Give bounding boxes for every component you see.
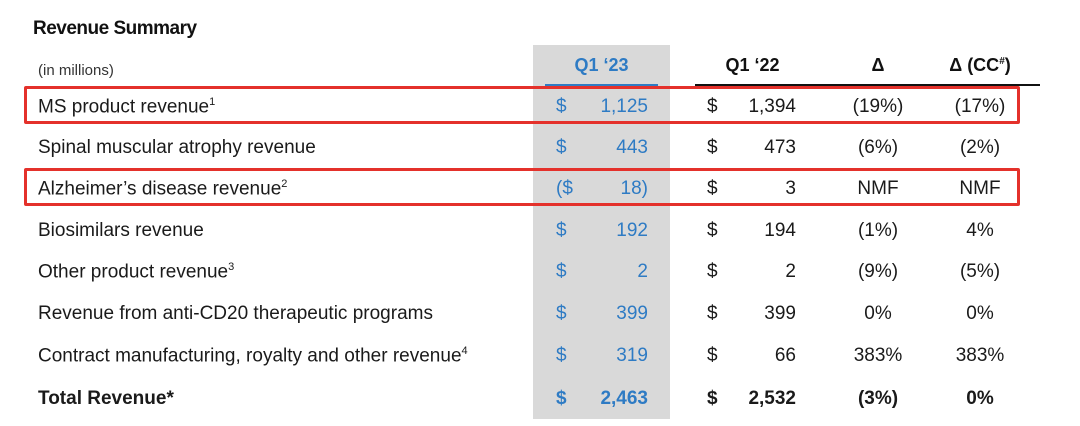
q1-22-currency: $: [707, 96, 718, 117]
table-row: Spinal muscular atrophy revenue $443 $473 (…: [0, 128, 1080, 168]
table-row: Biosimilars revenue $192 $194 (1%) 4%: [0, 211, 1080, 251]
delta-cc-value: NMF: [959, 178, 1001, 199]
column-header-q1-22: Q1 ‘22: [725, 55, 780, 75]
table-row: Other product revenue3 $2 $2 (9%) (5%): [0, 252, 1080, 292]
q1-22-currency: $: [707, 303, 718, 324]
highlight-box: [24, 86, 1020, 124]
table-row: Total Revenue* $2,463 $2,532 (3%) 0%: [0, 379, 1080, 419]
delta-cc-value: (17%): [954, 96, 1006, 117]
q1-23-value: 1,125: [600, 96, 648, 117]
q1-22-value: 399: [764, 303, 796, 324]
q1-23-currency: $: [556, 220, 567, 241]
row-label: Total Revenue*: [38, 388, 174, 410]
q1-22-value: 194: [764, 220, 796, 241]
row-label: Contract manufacturing, royalty and othe…: [38, 345, 468, 367]
delta-value: (3%): [857, 388, 899, 409]
delta-cc-value: 0%: [966, 388, 994, 409]
row-label: Spinal muscular atrophy revenue: [38, 137, 316, 159]
q1-23-column-band: [533, 45, 670, 419]
row-label: Biosimilars revenue: [38, 220, 204, 242]
delta-cc-value: 4%: [966, 220, 994, 241]
row-label: Alzheimer’s disease revenue2: [38, 178, 287, 200]
q1-23-currency: $: [556, 261, 567, 282]
highlight-box: [24, 168, 1020, 206]
delta-cc-value: 383%: [955, 345, 1005, 366]
delta-cc-text: Δ (CC: [949, 55, 1000, 75]
column-header-q1-23: Q1 ‘23: [574, 55, 629, 75]
row-label-text: Alzheimer’s disease revenue: [38, 178, 282, 200]
header-rule-q1-23: [545, 84, 658, 86]
q1-22-currency: $: [707, 178, 718, 199]
column-header-delta-cc: Δ (CC#): [935, 55, 1025, 83]
q1-23-currency: ($: [556, 178, 573, 199]
delta-cc-footnote: #: [999, 56, 1005, 67]
q1-22-currency: $: [707, 345, 718, 366]
q1-23-value: 319: [616, 345, 648, 366]
q1-22-currency: $: [707, 220, 718, 241]
q1-22-value: 1,394: [748, 96, 796, 117]
delta-value: (6%): [857, 137, 899, 158]
q1-22-value: 2,532: [748, 388, 796, 409]
row-label-text: Biosimilars revenue: [38, 220, 204, 241]
row-label-text: Revenue from anti-CD20 therapeutic progr…: [38, 303, 433, 324]
q1-23-value: 2,463: [600, 388, 648, 409]
row-label-text: Contract manufacturing, royalty and othe…: [38, 345, 462, 367]
row-label-text: Other product revenue: [38, 261, 229, 283]
row-label: MS product revenue1: [38, 96, 215, 118]
q1-23-value: 399: [616, 303, 648, 324]
q1-23-currency: $: [556, 96, 567, 117]
row-label-text: Spinal muscular atrophy revenue: [38, 137, 316, 158]
table-row: Alzheimer’s disease revenue2 ($ 18) $3 NMF NM…: [0, 169, 1080, 209]
q1-23-currency: $: [556, 303, 567, 324]
q1-22-value: 3: [785, 178, 796, 199]
column-header-delta: Δ: [871, 55, 885, 75]
q1-23-value: 2: [637, 261, 648, 282]
delta-value: (19%): [852, 96, 904, 117]
table-title: Revenue Summary: [33, 18, 197, 39]
q1-23-value: 192: [616, 220, 648, 241]
row-label: Revenue from anti-CD20 therapeutic progr…: [38, 303, 433, 325]
table-row: Revenue from anti-CD20 therapeutic progr…: [0, 294, 1080, 334]
footnote-marker: 1: [209, 96, 216, 108]
delta-value: NMF: [857, 178, 899, 199]
q1-22-value: 66: [774, 345, 796, 366]
table-row: Contract manufacturing, royalty and othe…: [0, 336, 1080, 376]
q1-23-currency: $: [556, 345, 567, 366]
q1-23-value: 443: [616, 137, 648, 158]
q1-23-value: 18): [620, 178, 648, 199]
header-rule: [695, 84, 1040, 86]
delta-value: (9%): [857, 261, 899, 282]
row-label: Other product revenue3: [38, 261, 234, 283]
row-label-text: Total Revenue*: [38, 388, 174, 409]
table-row: MS product revenue1 $1,125 $1,394 (19%) (17%…: [0, 87, 1080, 127]
q1-22-currency: $: [707, 261, 718, 282]
delta-cc-value: 0%: [966, 303, 994, 324]
q1-23-currency: $: [556, 388, 567, 409]
q1-22-value: 2: [785, 261, 796, 282]
q1-22-value: 473: [764, 137, 796, 158]
delta-value: (1%): [857, 220, 899, 241]
delta-cc-value: (2%): [959, 137, 1001, 158]
footnote-marker: 2: [281, 178, 288, 190]
delta-cc-close: ): [1004, 55, 1011, 75]
q1-22-currency: $: [707, 137, 718, 158]
footnote-marker: 3: [228, 261, 235, 273]
row-label-text: MS product revenue: [38, 96, 210, 118]
delta-cc-value: (5%): [959, 261, 1001, 282]
footnote-marker: 4: [461, 345, 468, 357]
q1-22-currency: $: [707, 388, 718, 409]
delta-value: 0%: [864, 303, 892, 324]
units-label: (in millions): [38, 62, 114, 79]
q1-23-currency: $: [556, 137, 567, 158]
delta-value: 383%: [853, 345, 903, 366]
